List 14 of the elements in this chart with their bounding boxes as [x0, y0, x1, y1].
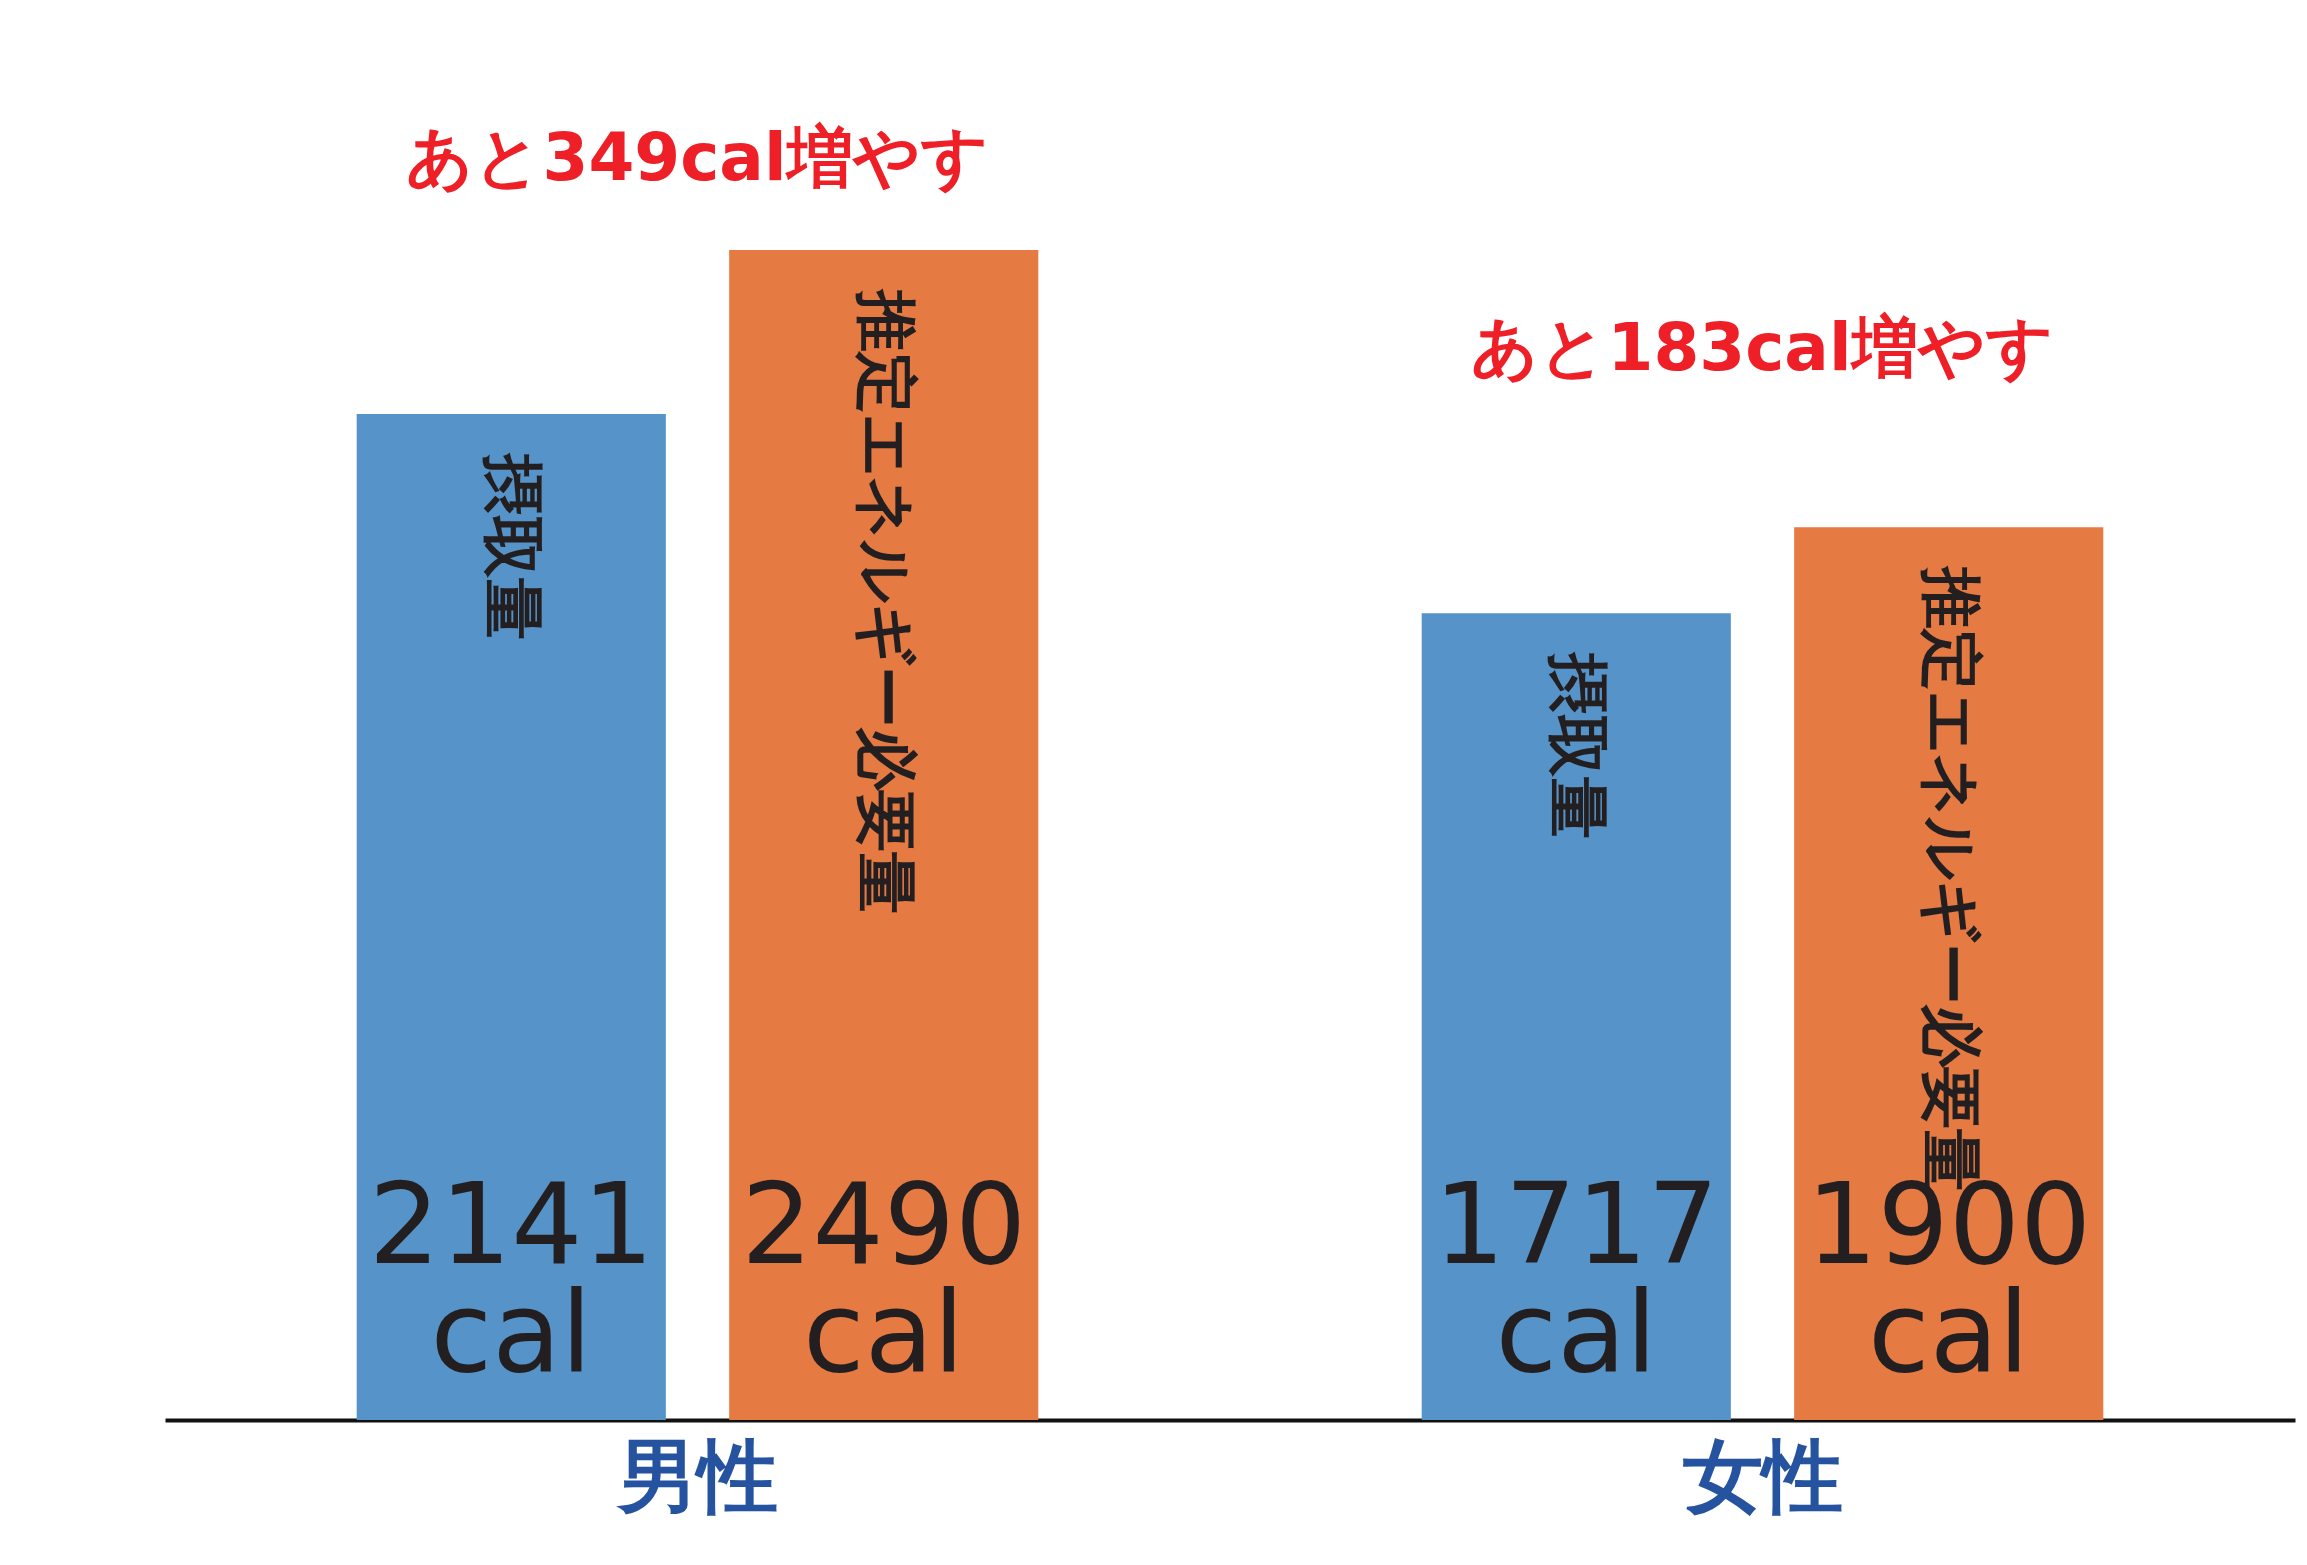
bar [356, 413, 666, 1420]
series-label: 推定エネルギー必要量 [849, 288, 923, 914]
data-label: 1717 cal [1433, 1159, 1719, 1397]
annotation: あと183cal増やす [1471, 309, 2054, 386]
text: あと349cal増やす [406, 119, 989, 196]
data-label: 2141 cal [368, 1159, 654, 1397]
data-label: 2490 cal [741, 1159, 1027, 1397]
series-label: 摂取量 [477, 451, 551, 640]
x-tick-label: 男性 [615, 1429, 778, 1523]
x-tick-label: 女性 [1682, 1429, 1843, 1523]
bar [729, 250, 1039, 1420]
bar [1421, 613, 1731, 1420]
text: 摂取量 [1542, 653, 1616, 840]
bar [1794, 527, 2104, 1420]
